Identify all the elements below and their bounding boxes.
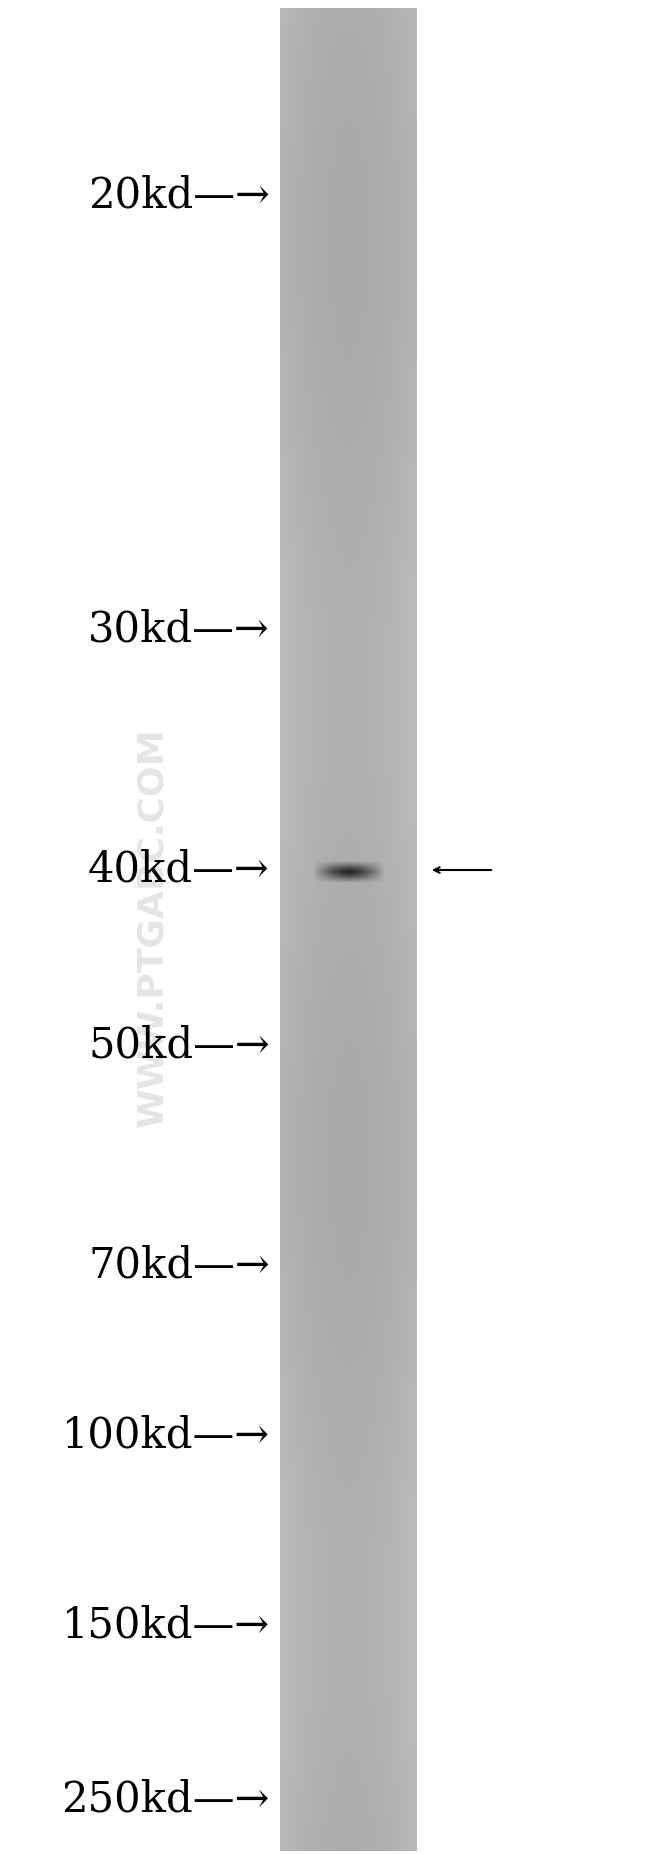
- Text: WWW.PTGABC.COM: WWW.PTGABC.COM: [136, 727, 170, 1128]
- Text: 70kd—→: 70kd—→: [88, 1245, 270, 1286]
- Text: 50kd—→: 50kd—→: [88, 1024, 270, 1067]
- Text: 250kd—→: 250kd—→: [61, 1779, 270, 1822]
- Text: 20kd—→: 20kd—→: [88, 174, 270, 215]
- Text: 40kd—→: 40kd—→: [88, 850, 270, 890]
- Text: 150kd—→: 150kd—→: [62, 1605, 270, 1645]
- Text: 100kd—→: 100kd—→: [62, 1414, 270, 1456]
- Text: 30kd—→: 30kd—→: [88, 608, 270, 651]
